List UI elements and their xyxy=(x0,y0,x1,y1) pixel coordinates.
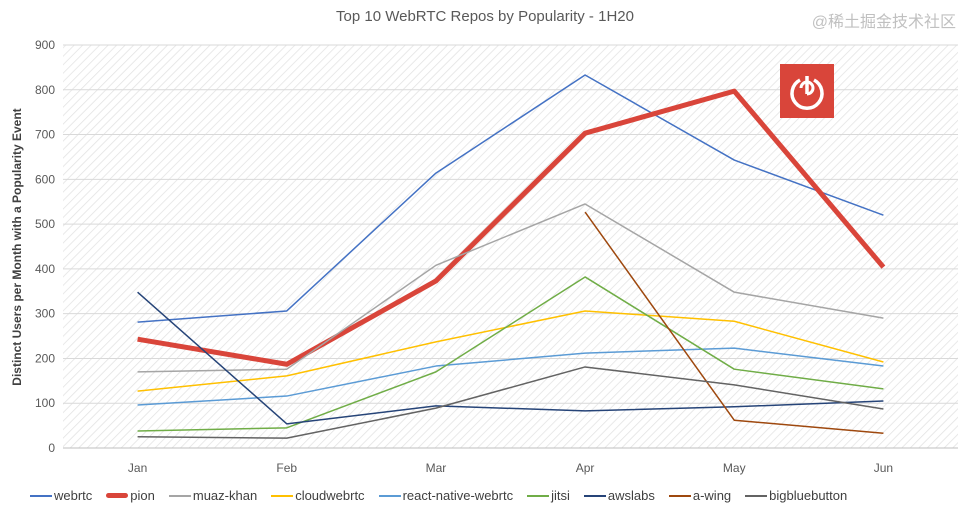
series-line-webrtc xyxy=(137,74,884,323)
series-line-muaz-khan xyxy=(137,203,884,373)
legend-item-pion: pion xyxy=(106,488,155,503)
y-tick-label: 200 xyxy=(35,351,55,365)
series-line-jitsi xyxy=(137,276,884,432)
x-tick-label: Apr xyxy=(576,461,595,475)
legend-swatch xyxy=(30,494,52,497)
legend-swatch xyxy=(745,494,768,497)
legend-label: react-native-webrtc xyxy=(402,488,514,503)
legend-swatch xyxy=(378,494,401,497)
series-line-awslabs xyxy=(137,291,884,425)
legend-swatch xyxy=(583,494,606,497)
series-line-react-native-webrtc xyxy=(137,347,884,406)
legend-label: awslabs xyxy=(607,488,655,503)
y-tick-label: 300 xyxy=(35,307,55,321)
legend-item-muaz-khan: muaz-khan xyxy=(168,488,258,503)
legend-item-jitsi: jitsi xyxy=(527,488,570,503)
x-tick-label: May xyxy=(723,461,746,475)
y-tick-label: 600 xyxy=(35,172,55,186)
pion-logo-icon xyxy=(780,64,834,118)
x-tick-label: Jun xyxy=(874,461,893,475)
chart-title: Top 10 WebRTC Repos by Popularity - 1H20 xyxy=(336,8,634,25)
legend-label: jitsi xyxy=(551,488,570,503)
series-line-pion xyxy=(137,88,886,367)
legend-item-react-native-webrtc: react-native-webrtc xyxy=(378,488,514,503)
y-tick-label: 900 xyxy=(35,38,55,52)
legend-item-cloudwebrtc: cloudwebrtc xyxy=(271,488,365,503)
y-tick-label: 400 xyxy=(35,262,55,276)
legend-swatch xyxy=(106,493,129,498)
watermark: @稀土掘金技术社区 xyxy=(811,14,956,31)
legend-swatch xyxy=(668,494,691,497)
legend-item-awslabs: awslabs xyxy=(583,488,655,503)
legend-label: muaz-khan xyxy=(192,488,258,503)
x-tick-label: Jan xyxy=(128,461,147,475)
legend-label: pion xyxy=(130,488,155,503)
legend-swatch xyxy=(168,494,191,497)
legend-item-webrtc: webrtc xyxy=(30,488,92,503)
series-line-cloudwebrtc xyxy=(137,310,884,392)
x-tick-label: Mar xyxy=(426,461,447,475)
y-tick-label: 800 xyxy=(35,83,55,97)
legend-swatch xyxy=(527,494,550,497)
y-tick-label: 700 xyxy=(35,128,55,142)
legend-label: webrtc xyxy=(54,488,93,503)
series-line-bigbluebutton xyxy=(137,366,884,439)
legend: webrtc pion muaz-khan cloudwebrtc react-nati… xyxy=(30,488,847,503)
y-tick-label: 0 xyxy=(48,441,55,455)
legend-swatch xyxy=(271,494,294,497)
legend-item-bigbluebutton: bigbluebutton xyxy=(745,488,847,503)
y-tick-label: 100 xyxy=(35,396,55,410)
x-tick-label: Feb xyxy=(276,461,297,475)
legend-label: a-wing xyxy=(692,488,732,503)
legend-label: cloudwebrtc xyxy=(295,488,365,503)
legend-label: bigbluebutton xyxy=(769,488,848,503)
y-tick-label: 500 xyxy=(35,217,55,231)
legend-item-a-wing: a-wing xyxy=(668,488,732,503)
series-line-a-wing xyxy=(584,211,884,434)
